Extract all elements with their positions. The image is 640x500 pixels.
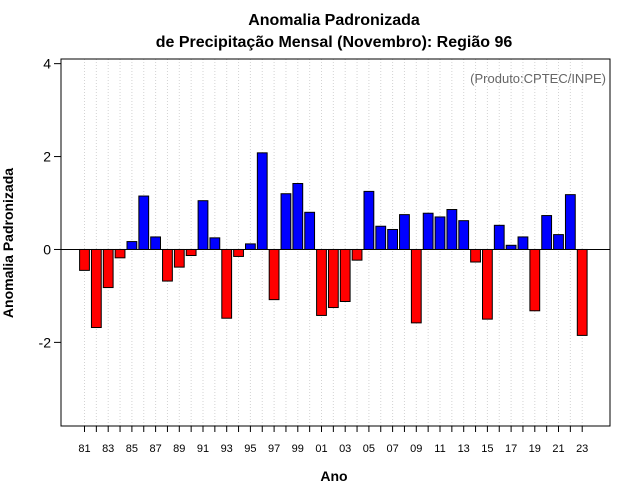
bar-95 (245, 243, 256, 250)
bar-15 (482, 248, 493, 320)
x-tick-label: 99 (292, 443, 304, 455)
bar-90 (185, 248, 197, 257)
bar-98 (280, 193, 292, 250)
x-tick-label: 05 (363, 443, 375, 455)
bar-01 (316, 248, 327, 316)
y-tick-label: -2 (39, 334, 52, 350)
bar-84 (114, 248, 126, 259)
x-tick-label: 85 (126, 443, 138, 455)
x-tick-label: 89 (173, 443, 185, 455)
bar-00 (304, 211, 316, 250)
bar-04 (351, 248, 363, 261)
x-tick-label: 87 (149, 443, 161, 455)
x-tick-label: 09 (410, 443, 422, 455)
y-axis-label: Anomalia Padronizada (0, 168, 16, 318)
x-tick-label: 95 (244, 443, 256, 455)
x-tick-label: 11 (434, 443, 445, 455)
bar-03 (339, 248, 351, 302)
bars (79, 152, 588, 336)
bar-81 (79, 248, 90, 271)
bar-22 (564, 194, 576, 250)
x-tick-label: 97 (268, 443, 280, 455)
bar-06 (375, 225, 387, 250)
plot-frame (60, 58, 611, 427)
bar-09 (410, 248, 422, 324)
bar-83 (102, 248, 114, 289)
x-tick-label: 17 (505, 443, 517, 455)
bar-89 (173, 248, 185, 268)
bar-11 (434, 216, 446, 250)
bar-12 (446, 209, 458, 250)
x-axis-label: Ano (320, 468, 347, 484)
chart-title-line-1: Anomalia Padronizada (248, 12, 420, 29)
bar-19 (529, 248, 541, 312)
bar-86 (138, 195, 150, 250)
bar-85 (126, 241, 138, 250)
bar-94 (233, 248, 244, 257)
bar-21 (553, 234, 564, 250)
x-tick-label: 93 (221, 443, 233, 455)
bar-17 (505, 244, 517, 250)
bar-14 (470, 248, 481, 263)
x-tick-label: 19 (529, 443, 541, 455)
product-credit: (Produto:CPTEC/INPE) (470, 71, 606, 86)
bar-99 (292, 183, 304, 250)
y-tick-label: 4 (43, 56, 51, 72)
x-tick-label: 01 (315, 443, 327, 455)
bar-93 (221, 248, 233, 319)
bar-96 (256, 152, 268, 250)
x-tick-label: 81 (78, 443, 90, 455)
bar-10 (422, 212, 434, 250)
x-tick-label: 83 (102, 443, 114, 455)
x-tick-label: 15 (481, 443, 493, 455)
x-tick-label: 07 (386, 443, 398, 455)
bar-23 (576, 248, 588, 336)
bar-16 (493, 224, 505, 250)
y-tick-label: 0 (43, 241, 51, 257)
bar-05 (363, 190, 375, 250)
bar-20 (541, 215, 553, 250)
bar-88 (162, 248, 173, 282)
y-tick-label: 2 (43, 149, 51, 165)
bar-13 (458, 220, 470, 250)
x-axis: 81 83 85 87 89 91 93 95 97 99 01 03 05 07 09 11 13 15 17 19… (78, 426, 588, 455)
bar-87 (150, 236, 161, 250)
x-tick-label: 91 (197, 443, 209, 455)
x-tick-label: 23 (576, 443, 588, 455)
bar-02 (327, 248, 339, 309)
bar-97 (268, 248, 280, 301)
bar-07 (387, 228, 399, 250)
bar-91 (197, 200, 209, 250)
x-tick-label: 13 (458, 443, 470, 455)
chart-title-line-2: de Precipitação Mensal (Novembro): Regiã… (156, 34, 513, 51)
y-axis: -2 0 2 4 (39, 56, 61, 350)
x-tick-label: 21 (552, 443, 564, 455)
bar-18 (517, 236, 529, 250)
x-tick-label: 03 (339, 443, 351, 455)
bar-82 (90, 248, 102, 329)
bar-08 (399, 214, 410, 250)
bar-92 (209, 237, 221, 250)
